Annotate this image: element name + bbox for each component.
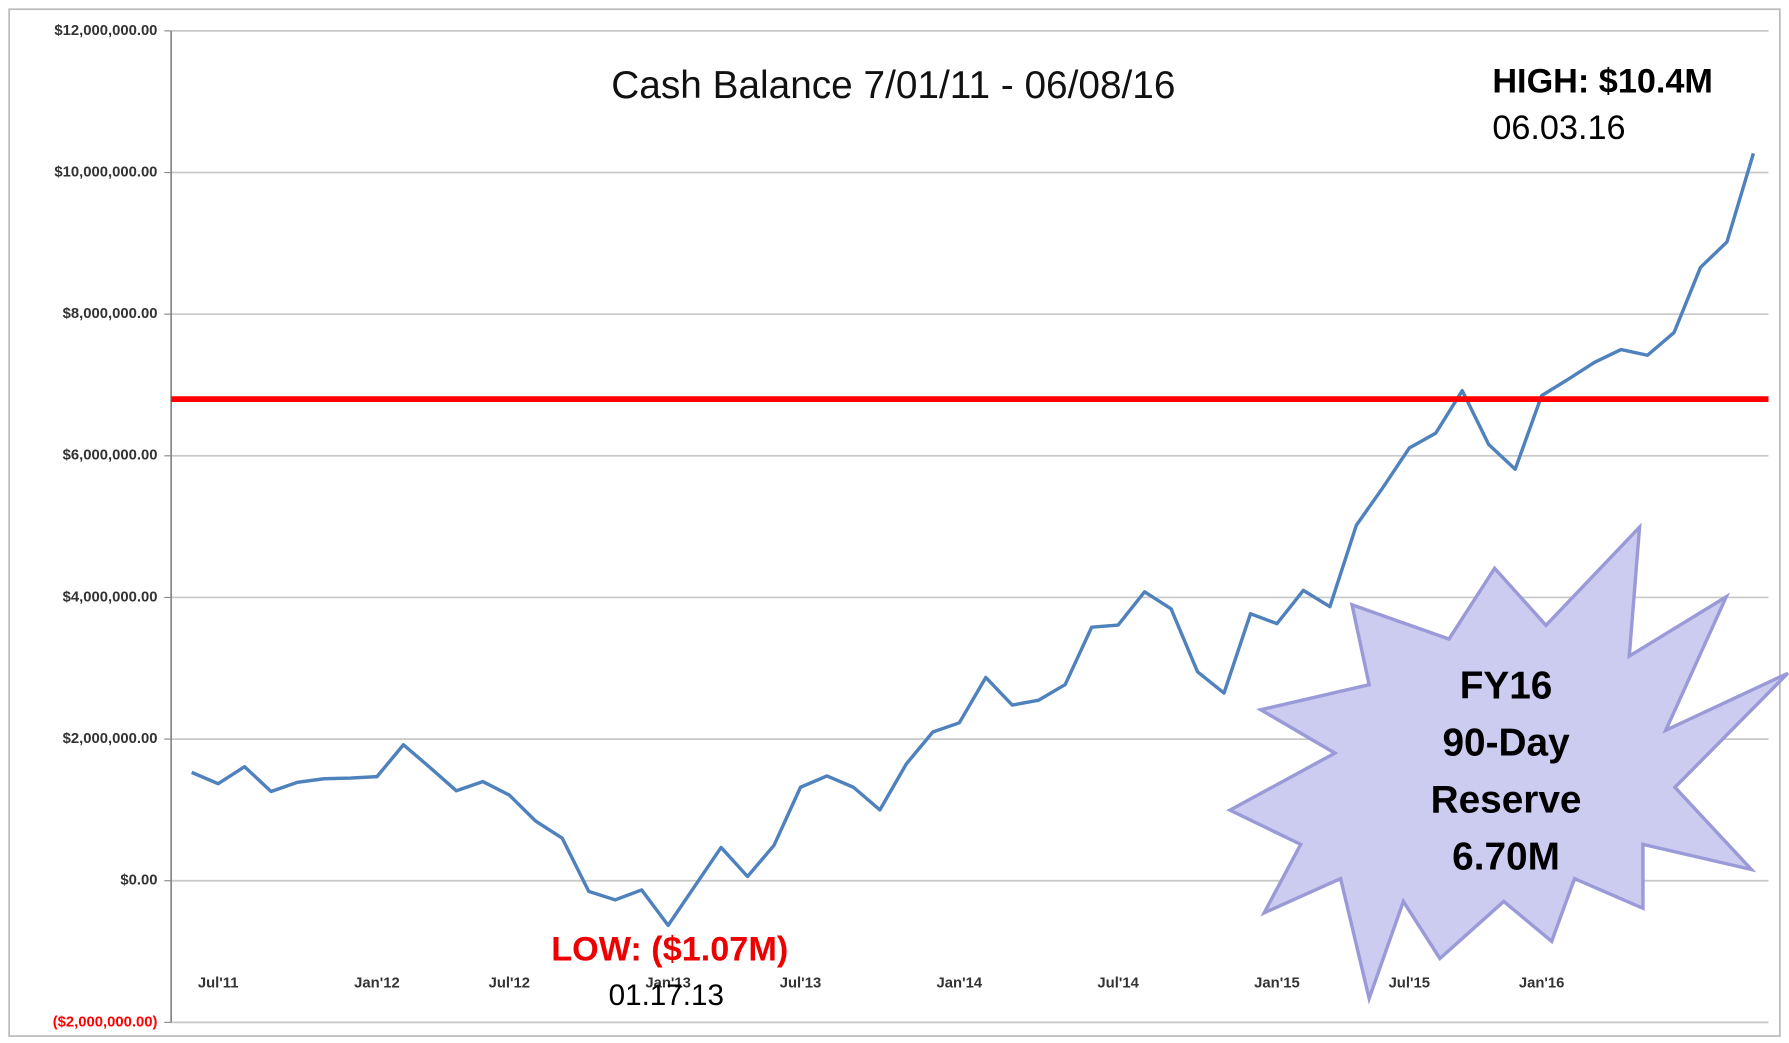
y-tick-label: $10,000,000.00	[54, 164, 157, 180]
x-tick-label: Jul'12	[489, 976, 530, 992]
x-tick-label: Jul'15	[1389, 976, 1430, 992]
x-tick-label: Jan'15	[1254, 976, 1300, 992]
y-tick-label: $4,000,000.00	[63, 589, 158, 605]
reserve-label: 6.70M	[1452, 835, 1560, 878]
y-tick-label: $6,000,000.00	[63, 448, 158, 464]
reserve-star	[1226, 522, 1789, 1005]
x-tick-label: Jan'12	[354, 976, 400, 992]
y-tick-label: $2,000,000.00	[63, 731, 158, 747]
y-tick-label: $8,000,000.00	[63, 306, 158, 322]
low-label: LOW: ($1.07M)	[551, 931, 788, 969]
x-tick-label: Jul'11	[198, 976, 239, 992]
chart-title: Cash Balance 7/01/11 - 06/08/16	[611, 64, 1175, 107]
x-tick-label: Jan'16	[1519, 976, 1565, 992]
reserve-label: FY16	[1460, 664, 1553, 707]
x-tick-label: Jan'13	[645, 976, 691, 992]
reserve-label: Reserve	[1431, 778, 1582, 821]
y-tick-label: ($2,000,000.00)	[53, 1014, 158, 1030]
high-date: 06.03.16	[1492, 109, 1625, 147]
x-tick-label: Jan'14	[937, 976, 983, 992]
low-date: 01.17.13	[609, 979, 724, 1012]
x-tick-label: Jul'13	[780, 976, 821, 992]
y-tick-label: $12,000,000.00	[54, 23, 157, 39]
reserve-label: 90-Day	[1442, 721, 1570, 764]
data-line	[191, 152, 1756, 928]
x-tick-label: Jul'14	[1097, 976, 1139, 992]
y-tick-label: $0.00	[120, 873, 157, 889]
high-label: HIGH: $10.4M	[1492, 62, 1713, 100]
